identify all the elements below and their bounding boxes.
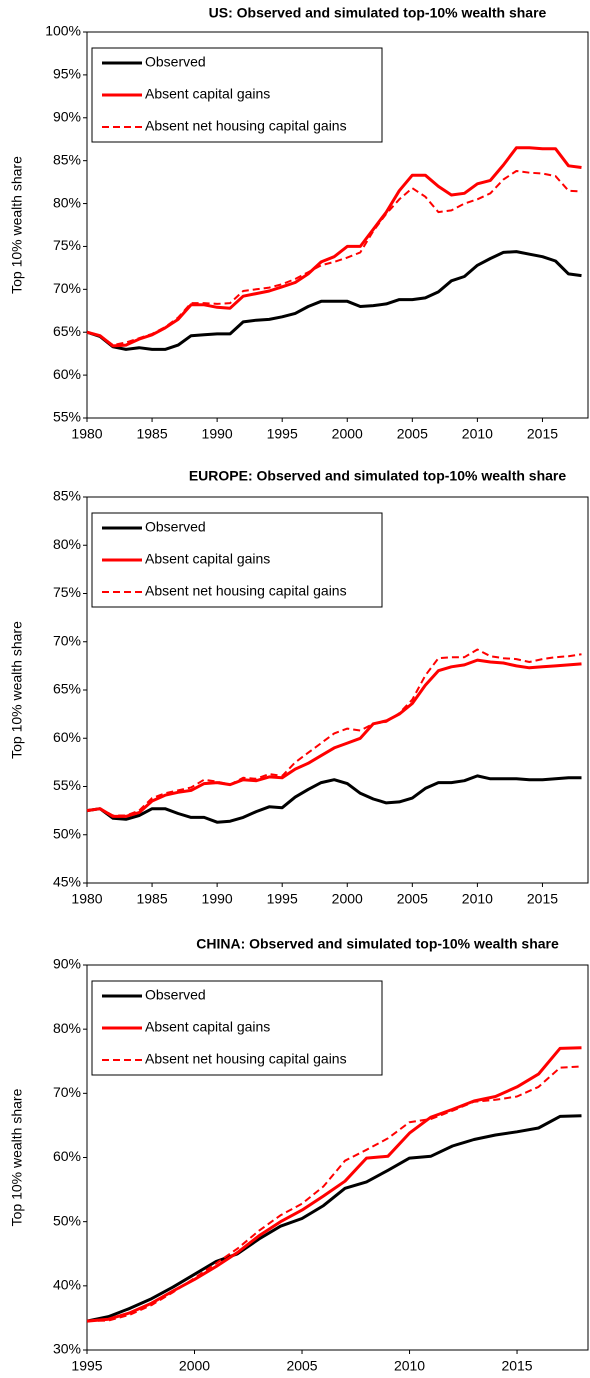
series-line <box>86 170 582 347</box>
series-line <box>86 1065 582 1323</box>
plot-frame <box>86 964 589 1351</box>
legend-label: Observed <box>145 987 206 1003</box>
y-tick-label: 55% <box>53 777 81 793</box>
y-tick-label: 60% <box>53 366 81 382</box>
x-tick-label: 1980 <box>71 426 102 442</box>
y-axis-label: Top 10% wealth share <box>9 156 25 294</box>
x-tick-label: 2015 <box>501 1358 532 1374</box>
series-line <box>86 658 582 818</box>
series-line <box>86 250 582 351</box>
y-tick-label: 50% <box>53 825 81 841</box>
series-line <box>86 1114 582 1323</box>
x-tick-label: 2010 <box>394 1358 425 1374</box>
y-tick-label: 80% <box>53 194 81 210</box>
chart-title: CHINA: Observed and simulated top-10% we… <box>196 936 559 952</box>
x-tick-label: 2015 <box>527 891 558 907</box>
x-tick-label: 2005 <box>397 891 428 907</box>
series-line <box>86 774 582 824</box>
x-tick-label: 1995 <box>71 1358 102 1374</box>
legend-label: Observed <box>145 519 206 535</box>
y-tick-label: 30% <box>53 1341 81 1357</box>
x-tick-label: 2000 <box>332 891 363 907</box>
x-tick-label: 2015 <box>527 426 558 442</box>
chart-title: EUROPE: Observed and simulated top-10% w… <box>189 468 567 484</box>
y-tick-label: 85% <box>53 488 81 504</box>
y-axis-label: Top 10% wealth share <box>9 621 25 759</box>
x-tick-label: 1990 <box>202 891 233 907</box>
x-tick-label: 1995 <box>267 891 298 907</box>
y-tick-label: 55% <box>53 409 81 425</box>
x-tick-label: 1985 <box>136 426 167 442</box>
chart-title: US: Observed and simulated top-10% wealt… <box>209 5 547 21</box>
y-axis-label: Top 10% wealth share <box>9 1088 25 1226</box>
series-line <box>86 648 582 817</box>
legend-label: Observed <box>145 54 206 70</box>
y-tick-label: 95% <box>53 66 81 82</box>
x-tick-label: 2010 <box>462 891 493 907</box>
y-tick-label: 80% <box>53 536 81 552</box>
y-tick-label: 75% <box>53 237 81 253</box>
x-tick-label: 1995 <box>267 426 298 442</box>
y-tick-label: 90% <box>53 956 81 972</box>
series-line <box>86 1046 582 1323</box>
legend-label: Absent capital gains <box>145 1019 270 1035</box>
y-tick-label: 70% <box>53 1084 81 1100</box>
y-tick-label: 65% <box>53 681 81 697</box>
y-tick-label: 60% <box>53 729 81 745</box>
x-tick-label: 2005 <box>397 426 428 442</box>
legend-label: Absent net housing capital gains <box>145 1051 347 1067</box>
x-tick-label: 2005 <box>286 1358 317 1374</box>
y-tick-label: 85% <box>53 151 81 167</box>
y-tick-label: 60% <box>53 1148 81 1164</box>
y-tick-label: 50% <box>53 1212 81 1228</box>
plot-frame <box>86 496 589 884</box>
y-tick-label: 90% <box>53 108 81 124</box>
legend-label: Absent net housing capital gains <box>145 583 347 599</box>
x-tick-label: 2010 <box>462 426 493 442</box>
y-tick-label: 65% <box>53 323 81 339</box>
y-tick-label: 70% <box>53 632 81 648</box>
x-tick-label: 1990 <box>202 426 233 442</box>
x-tick-label: 2000 <box>179 1358 210 1374</box>
y-tick-label: 80% <box>53 1020 81 1036</box>
y-tick-label: 45% <box>53 874 81 890</box>
y-tick-label: 100% <box>45 23 81 39</box>
legend-label: Absent capital gains <box>145 86 270 102</box>
plot-frame <box>86 31 589 419</box>
legend-label: Absent net housing capital gains <box>145 118 347 134</box>
x-tick-label: 1985 <box>136 891 167 907</box>
x-tick-label: 1980 <box>71 891 102 907</box>
y-tick-label: 70% <box>53 280 81 296</box>
y-tick-label: 40% <box>53 1277 81 1293</box>
y-tick-label: 75% <box>53 584 81 600</box>
legend-label: Absent capital gains <box>145 551 270 567</box>
x-tick-label: 2000 <box>332 426 363 442</box>
